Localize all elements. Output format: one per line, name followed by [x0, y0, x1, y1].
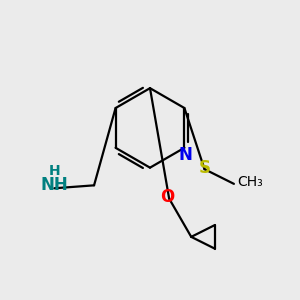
Text: H: H	[49, 164, 60, 178]
Text: N: N	[179, 146, 193, 164]
Text: NH: NH	[40, 176, 68, 194]
Text: O: O	[160, 188, 175, 206]
Text: CH₃: CH₃	[237, 176, 262, 189]
Text: S: S	[199, 159, 211, 177]
